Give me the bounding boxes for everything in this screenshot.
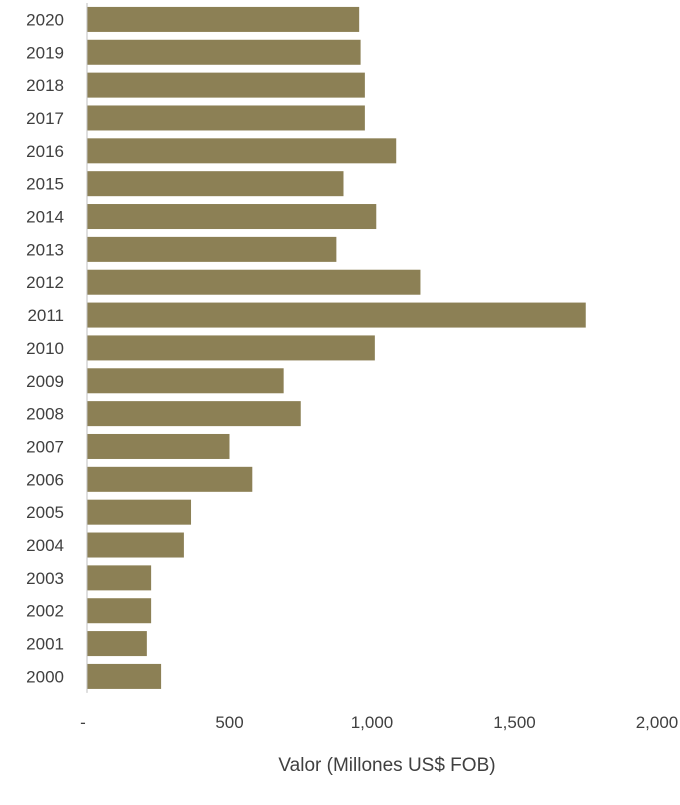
x-tick-label-500: 500 <box>215 713 243 732</box>
x-tick-label-1000: 1,000 <box>351 713 394 732</box>
bar-2003 <box>87 565 152 591</box>
bar-2015 <box>87 171 344 197</box>
y-tick-label-2018: 2018 <box>26 76 64 95</box>
bar-2012 <box>87 269 421 295</box>
y-tick-label-2002: 2002 <box>26 602 64 621</box>
bar-2001 <box>87 631 147 657</box>
y-tick-label-2005: 2005 <box>26 503 64 522</box>
bar-2005 <box>87 499 192 525</box>
bar-2013 <box>87 236 337 262</box>
bar-2016 <box>87 138 397 164</box>
y-tick-label-2016: 2016 <box>26 142 64 161</box>
bar-2018 <box>87 72 365 98</box>
bar-2010 <box>87 335 375 361</box>
x-tick-label-0: - <box>80 713 86 732</box>
x-tick-label-2000: 2,000 <box>636 713 679 732</box>
bar-2004 <box>87 532 184 558</box>
y-tick-label-2010: 2010 <box>26 339 64 358</box>
y-tick-label-2015: 2015 <box>26 175 64 194</box>
bar-2007 <box>87 433 230 459</box>
y-tick-label-2011: 2011 <box>27 306 64 325</box>
y-tick-labels: 2020 2019 2018 2017 2016 2015 2014 2013 2012 2011… <box>26 10 64 686</box>
bar-2008 <box>87 401 301 427</box>
y-tick-label-2008: 2008 <box>26 405 64 424</box>
bar-2002 <box>87 598 152 624</box>
bar-2019 <box>87 39 361 65</box>
x-tick-label-1500: 1,500 <box>493 713 536 732</box>
y-tick-label-2017: 2017 <box>26 109 64 128</box>
x-tick-labels: - 500 1,000 1,500 2,000 <box>80 713 678 732</box>
x-axis-title: Valor (Millones US$ FOB) <box>278 755 495 776</box>
y-tick-label-2013: 2013 <box>26 240 64 259</box>
y-tick-label-2004: 2004 <box>26 536 64 555</box>
bars-layer <box>87 6 586 689</box>
y-tick-label-2007: 2007 <box>26 437 64 456</box>
y-tick-label-2006: 2006 <box>26 470 64 489</box>
y-tick-label-2019: 2019 <box>26 43 64 62</box>
y-tick-label-2001: 2001 <box>26 635 64 654</box>
bar-2020 <box>87 6 360 32</box>
bar-2017 <box>87 105 365 131</box>
bar-2009 <box>87 368 284 394</box>
y-tick-label-2012: 2012 <box>26 273 64 292</box>
y-tick-label-2003: 2003 <box>26 569 64 588</box>
bar-2011 <box>87 302 586 328</box>
bar-2006 <box>87 466 253 492</box>
y-tick-label-2000: 2000 <box>26 667 64 686</box>
bar-2000 <box>87 663 162 689</box>
bar-2014 <box>87 204 377 230</box>
y-tick-label-2014: 2014 <box>26 208 64 227</box>
y-tick-label-2020: 2020 <box>26 10 64 29</box>
y-tick-label-2009: 2009 <box>26 372 64 391</box>
